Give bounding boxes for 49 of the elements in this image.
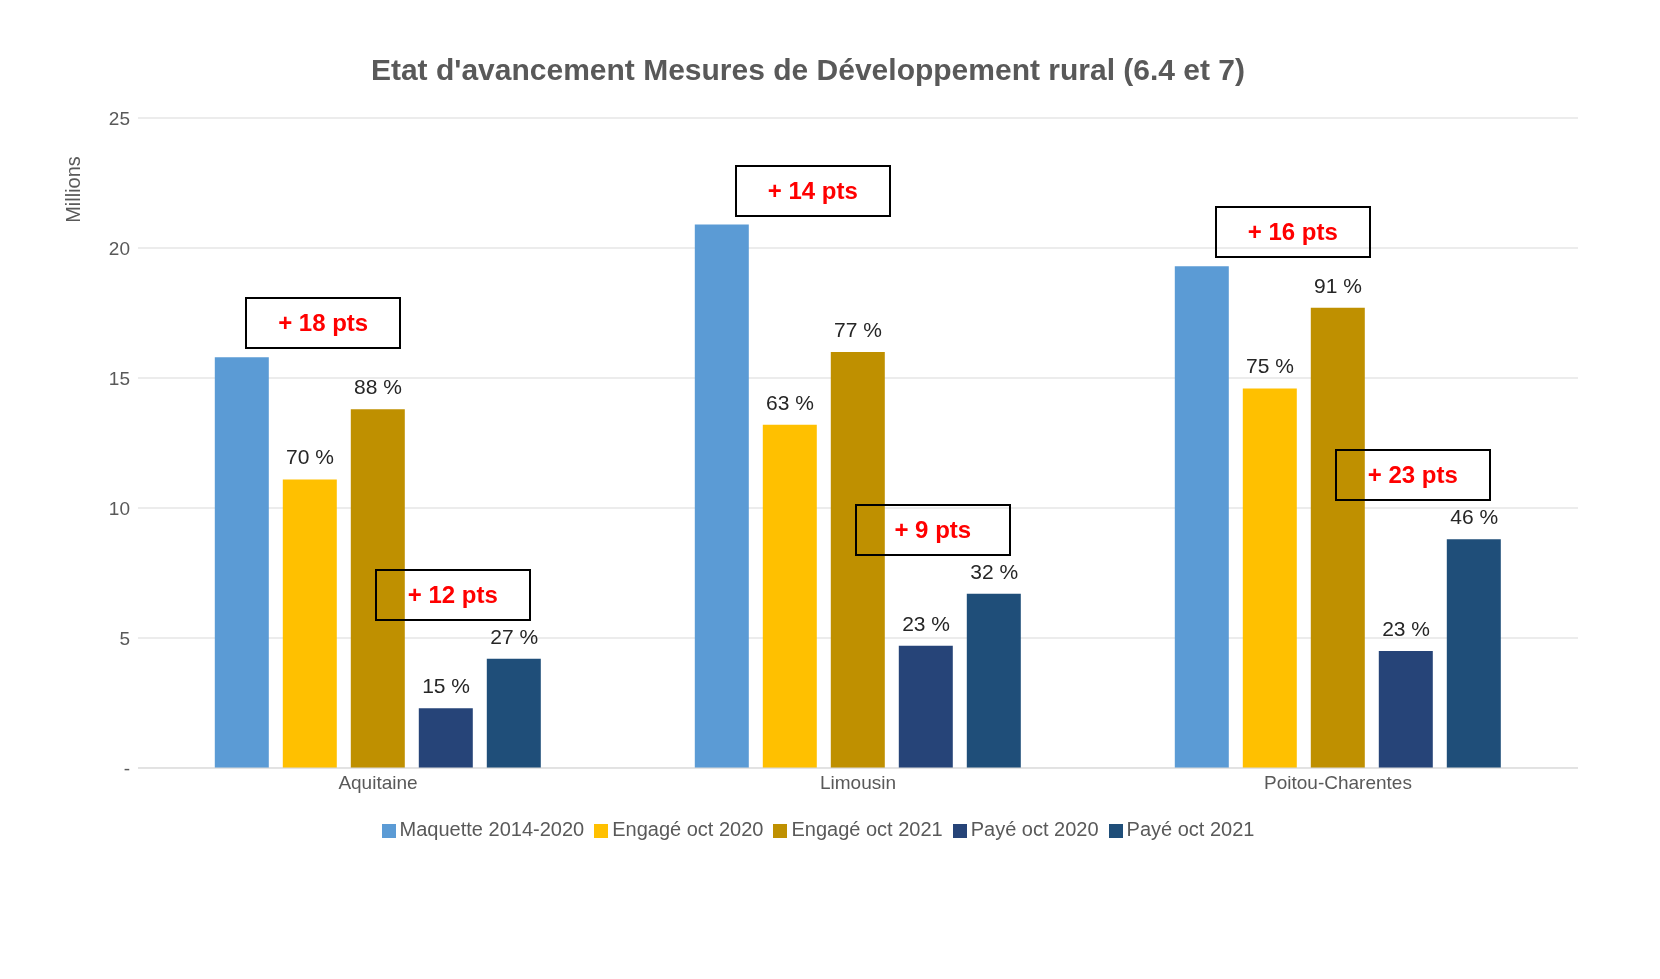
y-tick-label: 20 [108,237,130,259]
annotation: 46 % [1449,505,1500,530]
annotation: 63 % [764,390,815,415]
text-box: + 23 pts [1334,449,1491,502]
y-tick-label: - [123,757,130,779]
bar [1174,266,1229,768]
text-box: + 9 pts [854,503,1011,556]
bar [1310,307,1365,768]
y-tick-label: 10 [108,497,130,519]
legend-label: Engagé oct 2020 [612,818,764,840]
annotation: 32 % [969,559,1020,584]
annotation: 88 % [353,375,403,400]
annotation: 91 % [1313,273,1363,298]
bar [214,357,269,768]
annotation: 27 % [489,624,540,649]
y-tick-label: 25 [108,107,130,129]
bar [282,479,337,768]
chart-title: Etat d'avancement Mesures de Développement rural (6.4 et 7) [369,53,1247,87]
annotation: 70 % [284,445,335,470]
text-box: + 16 pts [1214,206,1371,259]
y-axis-title: Millions [61,155,85,225]
legend-label: Engagé oct 2021 [791,818,943,840]
x-tick-label: Aquitaine [338,772,418,794]
bar [418,708,473,768]
x-tick-label: Poitou-Charentes [1264,772,1412,794]
bar [1378,651,1433,768]
annotation: 77 % [833,318,883,342]
bar [762,424,817,768]
legend-label: Payé oct 2020 [970,818,1099,840]
text-box: + 18 pts [245,297,402,350]
legend-label: Maquette 2014-2020 [399,818,585,840]
bar [1242,388,1297,768]
bar [350,409,405,768]
legend-label: Payé oct 2021 [1126,818,1255,840]
x-tick-label: Limousin [819,772,897,794]
annotation: 23 % [1381,617,1431,641]
y-tick-label: 15 [108,367,130,389]
annotation: 15 % [421,674,471,699]
text-box: + 12 pts [374,568,531,621]
text-box: + 14 pts [734,164,891,217]
annotation: 75 % [1244,354,1295,379]
y-tick-label: 5 [119,627,130,649]
bar [1446,539,1501,768]
bar [966,593,1021,768]
bar [486,658,541,768]
bar [694,224,749,768]
annotation: 23 % [901,611,951,636]
bar [898,645,953,768]
bar [830,352,885,768]
